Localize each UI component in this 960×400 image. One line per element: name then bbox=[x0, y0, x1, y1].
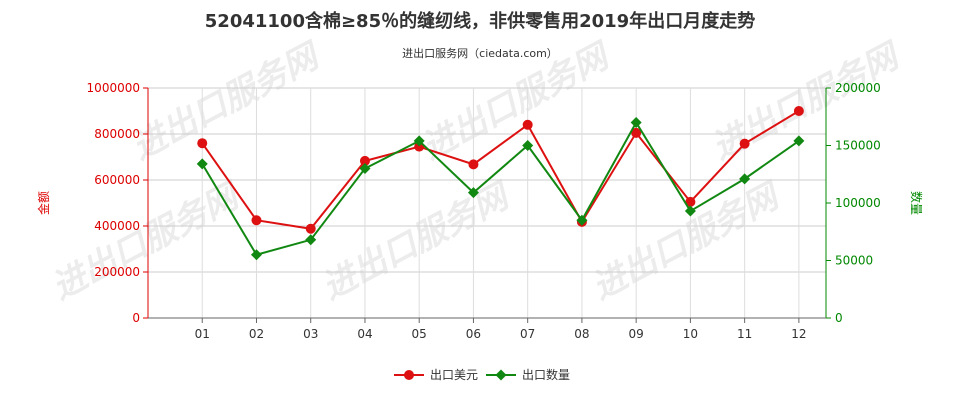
series-line bbox=[201, 120, 800, 256]
x-tick-label: 05 bbox=[412, 327, 427, 341]
series-2 bbox=[196, 117, 805, 261]
left-axis-ticks: 0 200000 400000 600000 800000 1000000 bbox=[87, 81, 148, 325]
x-tick-label: 03 bbox=[303, 327, 318, 341]
left-tick-label: 400000 bbox=[94, 219, 140, 233]
data-point[interactable] bbox=[197, 138, 208, 149]
left-tick-label: 800000 bbox=[94, 127, 140, 141]
data-point[interactable] bbox=[739, 138, 750, 149]
data-point[interactable] bbox=[576, 214, 588, 226]
left-tick-label: 200000 bbox=[94, 265, 140, 279]
data-point[interactable] bbox=[630, 117, 642, 128]
watermark-text: 进出口服务网 bbox=[125, 35, 328, 168]
legend-marker bbox=[404, 370, 414, 380]
right-axis-label: 数量 bbox=[909, 191, 924, 215]
legend-marker bbox=[495, 369, 507, 381]
legend-label: 出口数量 bbox=[522, 367, 570, 382]
data-point[interactable] bbox=[631, 127, 642, 138]
left-tick-label: 0 bbox=[132, 311, 140, 325]
legend-label: 出口美元 bbox=[430, 368, 478, 382]
x-axis-ticks: 01 02 03 04 05 06 07 08 09 10 11 12 bbox=[195, 318, 807, 341]
series-layer bbox=[196, 106, 805, 261]
series-1 bbox=[197, 106, 804, 234]
data-point[interactable] bbox=[305, 223, 316, 234]
series-line bbox=[201, 110, 800, 230]
right-axis-ticks: 0 50000 100000 150000 200000 bbox=[826, 81, 881, 325]
legend[interactable]: 出口美元 出口数量 bbox=[394, 367, 570, 382]
x-tick-label: 11 bbox=[737, 327, 752, 341]
watermark-text: 进出口服务网 bbox=[585, 175, 788, 308]
data-point[interactable] bbox=[793, 106, 804, 116]
data-point[interactable] bbox=[522, 119, 533, 130]
right-tick-label: 0 bbox=[835, 311, 843, 325]
left-tick-label: 600000 bbox=[94, 173, 140, 187]
data-point[interactable] bbox=[305, 234, 317, 246]
data-point[interactable] bbox=[468, 159, 479, 170]
left-axis-label: 金额 bbox=[36, 191, 51, 215]
watermark-text: 进出口服务网 bbox=[45, 175, 248, 308]
data-point[interactable] bbox=[739, 173, 751, 185]
legend-item[interactable]: 出口美元 bbox=[394, 368, 478, 382]
x-tick-label: 01 bbox=[195, 327, 210, 341]
data-point[interactable] bbox=[250, 249, 262, 261]
data-point[interactable] bbox=[467, 187, 479, 199]
data-point[interactable] bbox=[522, 140, 534, 151]
data-point[interactable] bbox=[251, 215, 262, 226]
x-tick-label: 04 bbox=[357, 327, 372, 341]
x-tick-label: 10 bbox=[683, 327, 698, 341]
data-point[interactable] bbox=[359, 163, 371, 174]
x-tick-label: 02 bbox=[249, 327, 264, 341]
data-point[interactable] bbox=[685, 196, 696, 207]
x-tick-label: 08 bbox=[574, 327, 589, 341]
x-tick-label: 07 bbox=[520, 327, 535, 341]
data-point[interactable] bbox=[413, 135, 425, 147]
x-tick-label: 06 bbox=[466, 327, 481, 341]
right-tick-label: 150000 bbox=[835, 139, 881, 153]
x-tick-label: 09 bbox=[629, 327, 644, 341]
left-tick-label: 1000000 bbox=[87, 81, 140, 95]
chart-title: 52041100含棉≥85％的缝纫线，非供零售用2019年出口月度走势 bbox=[205, 10, 755, 32]
right-tick-label: 50000 bbox=[835, 254, 873, 268]
chart-subtitle: 进出口服务网（ciedata.com） bbox=[402, 46, 558, 60]
right-tick-label: 100000 bbox=[835, 196, 881, 210]
data-point[interactable] bbox=[684, 205, 696, 217]
data-point[interactable] bbox=[196, 158, 208, 170]
right-tick-label: 200000 bbox=[835, 81, 881, 95]
legend-item[interactable]: 出口数量 bbox=[486, 367, 570, 382]
data-point[interactable] bbox=[793, 135, 805, 147]
data-point[interactable] bbox=[359, 155, 370, 166]
x-tick-label: 12 bbox=[791, 327, 806, 341]
